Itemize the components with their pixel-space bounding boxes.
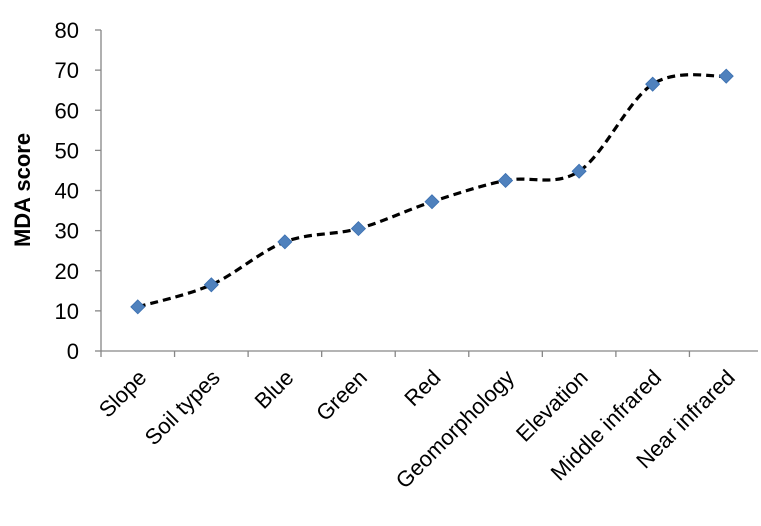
y-tick-label: 60: [55, 98, 79, 123]
data-markers: [130, 68, 734, 315]
y-tick-label: 20: [55, 259, 79, 284]
y-tick-label: 70: [55, 58, 79, 83]
x-tick-label: Red: [399, 365, 445, 411]
series-line: [137, 73, 727, 309]
x-tick-label: Soil types: [140, 365, 225, 450]
y-axis: 0 10 20 30 40 50 60 70 80: [55, 18, 102, 364]
data-point-marker: [645, 76, 661, 92]
y-tick-label: 10: [55, 299, 79, 324]
data-point-marker: [718, 68, 734, 84]
data-point-marker: [424, 194, 440, 210]
data-point-marker: [203, 277, 219, 293]
x-tick-label: Green: [311, 365, 372, 426]
data-point-marker: [277, 234, 293, 250]
data-point-marker: [571, 163, 587, 179]
y-tick-label: 50: [55, 138, 79, 163]
data-point-marker: [130, 299, 146, 315]
data-point-marker: [497, 172, 514, 189]
x-tick-label: Slope: [94, 365, 151, 422]
y-axis-title: MDA score: [10, 133, 35, 247]
y-tick-label: 80: [55, 18, 79, 43]
y-tick-label: 0: [67, 339, 79, 364]
x-tick-label: Blue: [250, 365, 299, 414]
data-point-marker: [350, 221, 367, 237]
y-tick-label: 30: [55, 219, 79, 244]
y-tick-label: 40: [55, 179, 79, 204]
